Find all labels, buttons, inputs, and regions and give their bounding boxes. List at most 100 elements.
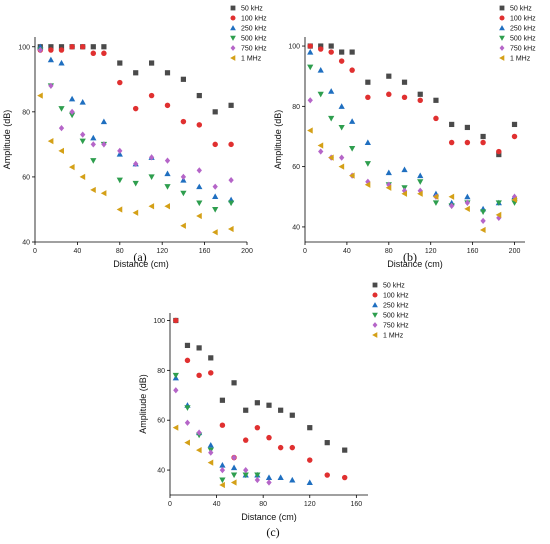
- data-point: [277, 444, 284, 451]
- data-point: [401, 166, 408, 173]
- data-point: [464, 205, 470, 212]
- legend-entry-label: 750 kHz: [241, 46, 267, 53]
- y-tick-label: 100: [288, 44, 300, 51]
- x-tick-label: 80: [116, 248, 124, 255]
- data-point: [196, 200, 203, 207]
- data-point: [100, 118, 108, 125]
- data-point: [48, 47, 54, 53]
- legend-entry-label: 100 kHz: [510, 16, 536, 23]
- data-point: [180, 76, 186, 82]
- data-point: [90, 44, 96, 50]
- y-tick-label: 40: [157, 468, 165, 475]
- data-point: [307, 127, 313, 134]
- data-point: [207, 459, 214, 466]
- data-point: [133, 160, 139, 168]
- data-point: [228, 177, 234, 184]
- data-point: [307, 48, 314, 55]
- data-point: [184, 419, 191, 426]
- x-tick-label: 0: [168, 501, 172, 508]
- series-100-khz: [37, 44, 234, 148]
- y-tick-label: 40: [292, 224, 300, 231]
- legend-entry-label: 500 kHz: [383, 313, 409, 320]
- data-point: [349, 67, 355, 73]
- data-point: [480, 217, 486, 225]
- legend-entry-label: 750 kHz: [383, 323, 409, 330]
- data-point: [307, 97, 313, 104]
- data-point: [448, 139, 455, 146]
- data-point: [401, 94, 408, 101]
- data-point: [231, 454, 237, 461]
- data-point: [432, 200, 440, 206]
- y-tick-label: 100: [153, 318, 165, 325]
- data-point: [90, 186, 96, 194]
- data-point: [328, 43, 334, 49]
- data-point: [180, 173, 187, 181]
- data-point: [184, 357, 191, 364]
- data-point: [132, 105, 139, 112]
- data-point: [386, 91, 392, 98]
- data-point: [254, 476, 261, 484]
- data-point: [289, 444, 296, 451]
- legend-entry-label: 1 MHz: [241, 56, 262, 63]
- data-point: [339, 49, 345, 55]
- data-point: [180, 190, 187, 197]
- data-point: [48, 82, 54, 89]
- data-point: [196, 92, 202, 99]
- panel-label: (a): [133, 250, 146, 264]
- x-axis-label: Distance (cm): [113, 259, 169, 269]
- series-500-khz: [307, 64, 518, 215]
- x-axis-label: Distance (cm): [387, 259, 443, 269]
- data-point: [58, 59, 65, 66]
- legend-marker: [372, 332, 378, 338]
- data-point: [479, 209, 487, 215]
- data-point: [79, 138, 86, 145]
- data-point: [196, 167, 202, 174]
- data-point: [242, 437, 249, 443]
- data-point: [196, 429, 202, 436]
- data-point: [464, 193, 471, 200]
- legend: 50 kHz 100 kHz 250 kHz 500 kHz 750 kHz 1 MHz: [372, 283, 409, 340]
- data-point: [480, 133, 486, 140]
- y-tick-label: 60: [157, 418, 165, 425]
- data-point: [208, 355, 214, 361]
- data-point: [180, 222, 186, 229]
- x-tick-label: 40: [213, 501, 221, 508]
- data-point: [317, 67, 324, 73]
- x-axis-label: Distance (cm): [241, 512, 297, 522]
- data-point: [317, 142, 324, 149]
- legend-entry-label: 50 kHz: [510, 6, 532, 13]
- data-point: [196, 212, 202, 220]
- data-point: [401, 190, 408, 197]
- data-point: [164, 102, 171, 109]
- data-point: [328, 115, 335, 122]
- data-point: [338, 163, 345, 170]
- data-point: [464, 139, 471, 146]
- data-point: [338, 124, 345, 131]
- data-point: [184, 405, 191, 411]
- x-tick-label: 200: [509, 248, 521, 255]
- data-point: [318, 148, 324, 155]
- legend: 50 kHz 100 kHz 250 kHz 500 kHz 750 kHz 1 MHz: [230, 6, 267, 63]
- data-point: [132, 180, 139, 187]
- data-point: [230, 464, 238, 471]
- data-point: [385, 169, 392, 176]
- data-point: [386, 73, 392, 79]
- data-point: [266, 479, 272, 486]
- data-point: [148, 174, 155, 181]
- data-point: [278, 407, 284, 413]
- y-tick-label: 80: [292, 104, 300, 111]
- data-point: [148, 203, 155, 210]
- legend-marker: [372, 322, 378, 328]
- data-point: [90, 141, 96, 148]
- data-point: [90, 158, 97, 164]
- legend-entry-label: 750 kHz: [510, 46, 536, 53]
- data-point: [212, 183, 218, 190]
- y-axis-label: Amplitude (dB): [273, 110, 283, 170]
- x-tick-label: 120: [304, 501, 316, 508]
- data-point: [58, 47, 65, 53]
- legend-marker: [372, 282, 378, 288]
- series-50-khz: [37, 44, 234, 115]
- data-point: [511, 121, 518, 128]
